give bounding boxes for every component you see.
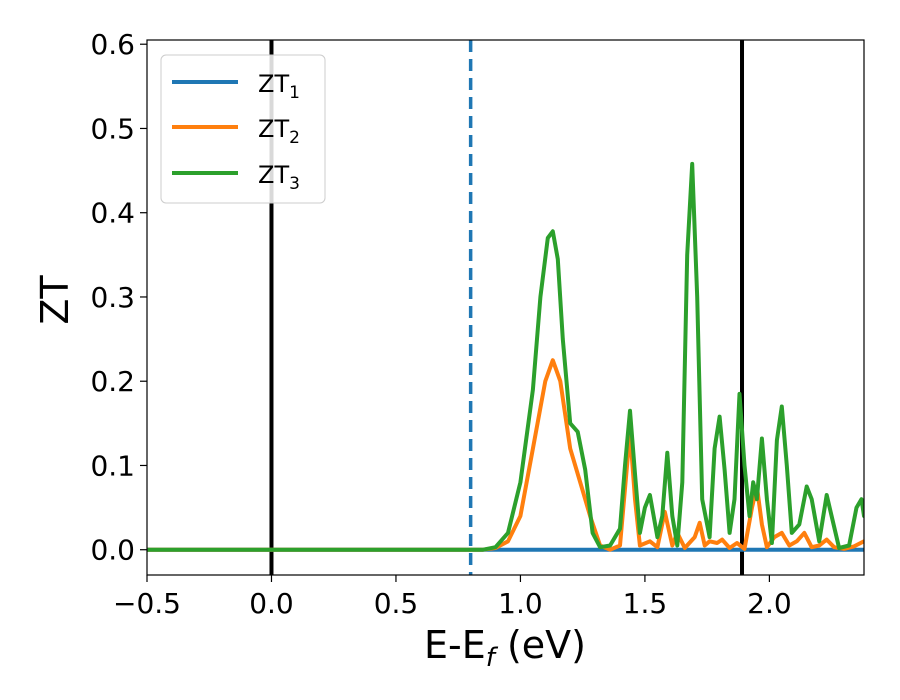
y-tick-label: 0.1 — [90, 449, 135, 482]
y-tick-label: 0.3 — [90, 281, 135, 314]
x-tick-label: 0.5 — [374, 587, 419, 620]
legend-label-2: ZT2 — [258, 115, 300, 148]
x-tick-label: 2.0 — [747, 587, 792, 620]
legend-label-1: ZT1 — [258, 70, 300, 103]
legend-box — [160, 54, 326, 204]
x-axis-label-unit: (eV) — [495, 623, 586, 667]
x-axis-label: E-Ef (eV) — [424, 623, 586, 673]
y-tick-label: 0.4 — [90, 197, 135, 230]
y-tick-label: 0.6 — [90, 28, 135, 61]
y-tick-label: 0.0 — [90, 534, 135, 567]
x-tick-label: 1.5 — [623, 587, 668, 620]
x-axis-label-main: E-E — [424, 623, 486, 667]
y-axis-label: ZT — [33, 275, 77, 325]
x-tick-label: −0.5 — [113, 587, 181, 620]
series-line-zt2 — [147, 358, 864, 552]
legend-label-3: ZT3 — [258, 161, 300, 194]
series-line-zt3 — [147, 161, 864, 552]
axis-ticks: −0.5 0.0 0.5 1.0 1.5 2.0 0.0 0.1 0.2 0.3 0.4 0.5 0.6 — [90, 28, 791, 620]
y-tick-label: 0.5 — [90, 112, 135, 145]
plot-area — [147, 40, 864, 575]
y-tick-label: 0.2 — [90, 365, 135, 398]
legend: ZT1 ZT2 ZT3 — [160, 54, 326, 204]
plot-frame — [146, 39, 865, 576]
x-tick-label: 1.0 — [498, 587, 543, 620]
x-tick-label: 0.0 — [249, 587, 294, 620]
